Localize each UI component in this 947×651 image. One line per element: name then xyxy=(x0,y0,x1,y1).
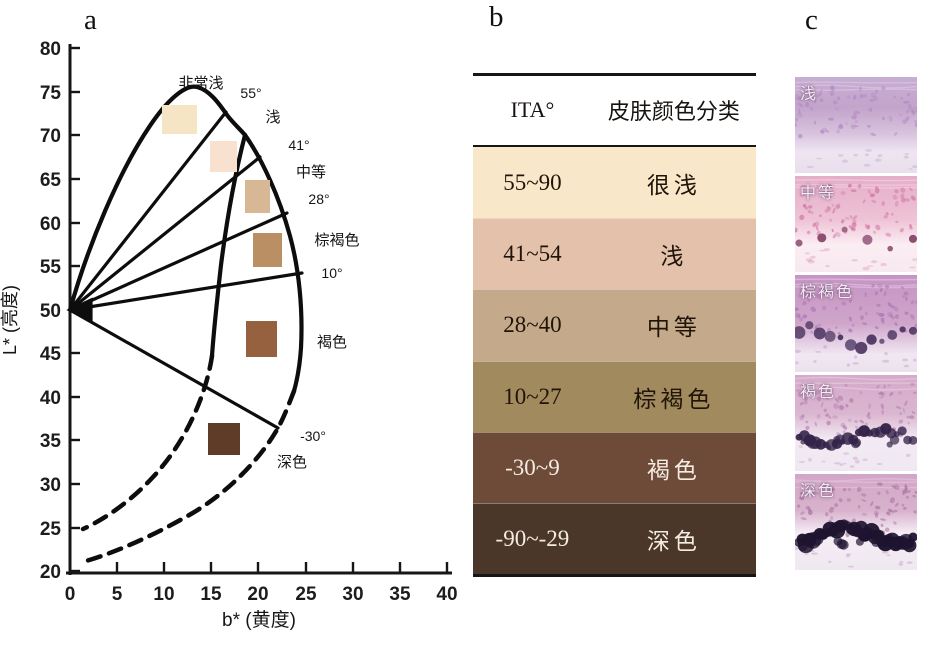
header-classification: 皮肤颜色分类 xyxy=(607,99,740,124)
histology-label: 棕褐色 xyxy=(800,284,855,302)
fan-annotations: 非常浅 55° 浅 41° 中等 28° 棕褐色 10° 褐色 -30° 深色 xyxy=(178,75,359,471)
label-28deg: 28° xyxy=(308,191,329,207)
svg-text:45: 45 xyxy=(40,344,62,365)
svg-text:60: 60 xyxy=(40,214,61,235)
ita-boundary-lines xyxy=(66,110,304,430)
ita-range: 55~90 xyxy=(503,169,562,195)
y-axis-ticks xyxy=(70,46,80,573)
label-medium: 中等 xyxy=(296,163,326,181)
svg-text:30: 30 xyxy=(342,584,363,605)
svg-text:65: 65 xyxy=(40,170,62,191)
label-light: 浅 xyxy=(265,109,280,126)
histology-image-brown: 褐色 xyxy=(795,374,917,471)
skin-class: 褐色 xyxy=(646,457,701,483)
svg-text:35: 35 xyxy=(389,584,411,605)
label-dark: 深色 xyxy=(277,454,307,471)
histology-label: 深色 xyxy=(800,482,837,500)
panel-b-label: b xyxy=(489,1,504,33)
panel-c-label: c xyxy=(805,4,818,36)
svg-text:0: 0 xyxy=(65,584,76,605)
svg-text:40: 40 xyxy=(436,584,457,605)
svg-text:25: 25 xyxy=(295,584,317,605)
label-55deg: 55° xyxy=(240,85,261,101)
y-tick-labels: 80 75 70 65 60 55 50 45 40 35 30 25 20 xyxy=(40,39,62,583)
swatch-brown xyxy=(246,321,277,357)
histology-strip: 浅 中等 棕褐色 褐色 深色 xyxy=(795,77,917,573)
svg-text:70: 70 xyxy=(40,126,61,147)
y-axis: 80 75 70 65 60 55 50 45 40 35 30 25 20 L… xyxy=(0,39,80,583)
svg-text:10: 10 xyxy=(153,584,174,605)
svg-text:80: 80 xyxy=(40,39,61,60)
histology-label: 褐色 xyxy=(800,383,837,401)
skin-class: 中等 xyxy=(646,315,701,341)
ita-range: -30~9 xyxy=(505,454,560,480)
skin-class: 浅 xyxy=(660,244,688,270)
skin-class: 棕褐色 xyxy=(633,386,715,412)
histology-label: 中等 xyxy=(800,185,837,203)
table-header-rule xyxy=(473,144,756,147)
ita-range: 41~54 xyxy=(503,241,562,267)
table-header-row: ITA° 皮肤颜色分类 xyxy=(473,75,756,145)
gamut-outline xyxy=(67,84,304,564)
skin-class: 深色 xyxy=(646,529,701,555)
swatch-tan xyxy=(253,233,282,267)
table-row: 41~54 浅 xyxy=(473,218,756,290)
svg-text:55: 55 xyxy=(40,257,62,278)
histology-image-medium: 中等 xyxy=(795,176,917,273)
table-top-rule xyxy=(473,73,756,76)
table-row: 10~27 棕褐色 xyxy=(473,360,756,432)
skin-swatches xyxy=(162,105,282,455)
skin-class: 很浅 xyxy=(646,172,701,198)
table-bottom-rule xyxy=(473,574,756,577)
table-row: 28~40 中等 xyxy=(473,289,756,361)
svg-text:50: 50 xyxy=(40,301,61,322)
table-row: 55~90 很浅 xyxy=(473,147,756,219)
histology-image-tan: 棕褐色 xyxy=(795,275,917,372)
svg-text:35: 35 xyxy=(40,431,62,452)
label-minus30deg: -30° xyxy=(300,428,326,444)
table-row: -30~9 褐色 xyxy=(473,431,756,503)
fan-vertex xyxy=(66,297,93,323)
ita-range: 10~27 xyxy=(503,383,562,409)
table-row: -90~-29 深色 xyxy=(473,502,756,575)
x-axis: 0 5 10 15 20 25 30 35 40 b* (黄度) xyxy=(65,562,458,631)
histology-image-dark: 深色 xyxy=(795,473,917,570)
swatch-dark xyxy=(208,423,240,455)
label-very-light: 非常浅 xyxy=(178,75,223,92)
svg-text:40: 40 xyxy=(40,388,61,409)
svg-text:75: 75 xyxy=(40,83,62,104)
header-ita: ITA° xyxy=(510,97,555,122)
histology-label: 浅 xyxy=(800,86,819,103)
ita-range: -90~-29 xyxy=(495,526,570,552)
svg-text:30: 30 xyxy=(40,475,61,496)
swatch-very-light xyxy=(162,105,197,134)
svg-text:20: 20 xyxy=(247,584,268,605)
panel-a-label: a xyxy=(84,4,97,36)
swatch-light xyxy=(210,141,237,172)
ita-range: 28~40 xyxy=(503,312,562,338)
label-10deg: 10° xyxy=(321,265,342,281)
label-tan: 棕褐色 xyxy=(314,232,359,249)
svg-text:5: 5 xyxy=(112,584,123,605)
svg-text:25: 25 xyxy=(40,519,62,540)
ita-fan-chart: 80 75 70 65 60 55 50 45 40 35 30 25 20 L… xyxy=(0,39,458,631)
histology-image-light: 浅 xyxy=(795,77,917,174)
y-axis-title: L* (亮度) xyxy=(0,285,20,355)
svg-text:15: 15 xyxy=(200,584,222,605)
x-axis-title: b* (黄度) xyxy=(222,609,296,631)
swatch-medium xyxy=(245,180,270,213)
label-brown: 褐色 xyxy=(317,334,347,351)
x-tick-labels: 0 5 10 15 20 25 30 35 40 xyxy=(65,584,458,605)
svg-text:20: 20 xyxy=(40,562,61,583)
x-axis-ticks xyxy=(68,562,449,573)
ita-classification-table: ITA° 皮肤颜色分类 55~90 很浅 41~54 浅 28~40 中等 10… xyxy=(473,73,756,577)
label-41deg: 41° xyxy=(288,137,309,153)
